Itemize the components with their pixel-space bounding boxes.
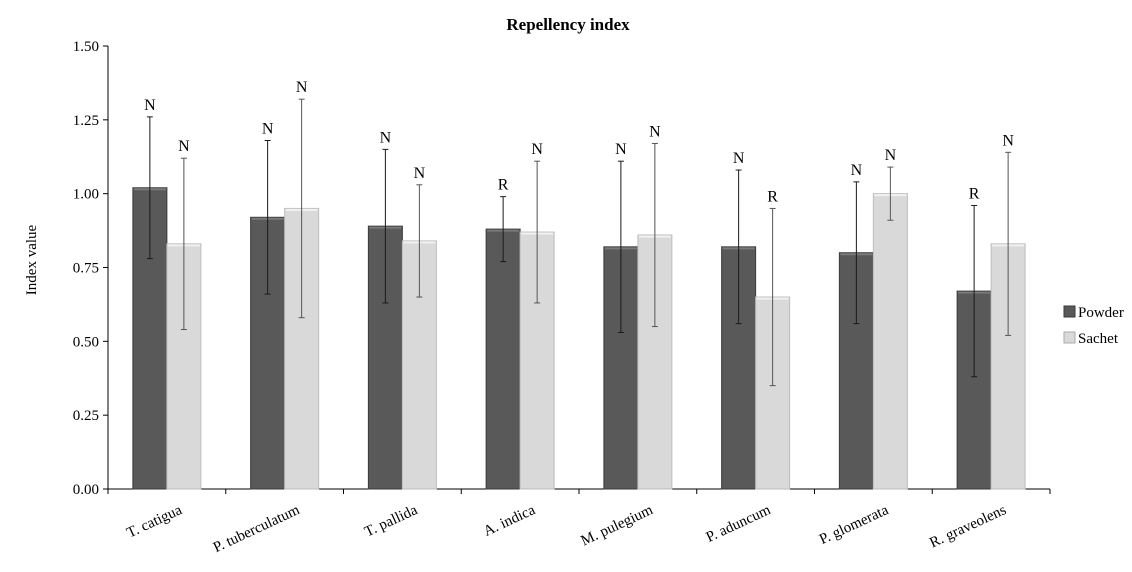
y-tick-label: 1.25 xyxy=(73,113,99,129)
y-tick-label: 0.50 xyxy=(73,334,99,350)
x-tick-label: T. catigua xyxy=(124,502,184,542)
y-tick-label: 0.25 xyxy=(73,408,99,424)
legend: Powder Sachet xyxy=(1063,305,1124,347)
legend-swatch-sachet xyxy=(1063,331,1076,344)
x-tick-label: A. indica xyxy=(481,502,538,540)
plot-area: 0.00 0.25 0.50 0.75 1.00 1.25 1.50 N N T. catigua… xyxy=(73,39,1051,556)
bar-powder xyxy=(250,216,286,490)
data-label: N xyxy=(885,147,897,164)
x-tick-label: T. pallida xyxy=(362,502,420,540)
data-label: N xyxy=(414,165,426,182)
data-label: N xyxy=(296,79,308,96)
y-axis-label: Index value xyxy=(24,224,40,295)
data-label: N xyxy=(615,141,627,158)
data-label: N xyxy=(380,129,392,146)
bar-sachet xyxy=(872,193,908,490)
legend-label-sachet: Sachet xyxy=(1078,331,1119,347)
y-tick-label: 1.50 xyxy=(73,39,99,55)
legend-swatch-powder xyxy=(1063,305,1076,318)
x-tick-label: P. aduncum xyxy=(704,502,774,546)
chart-title: Repellency index xyxy=(506,15,630,34)
x-tick-label: M. pulegium xyxy=(579,502,656,549)
data-label: R xyxy=(498,177,509,194)
legend-label-powder: Powder xyxy=(1078,305,1124,321)
y-tick-label: 1.00 xyxy=(73,187,99,203)
data-label: N xyxy=(1002,132,1014,149)
data-label: N xyxy=(649,123,661,140)
x-tick-label: R. graveolens xyxy=(927,502,1009,551)
data-label: N xyxy=(531,141,543,158)
data-label: N xyxy=(178,138,190,155)
x-tick-label: P. tuberculatum xyxy=(211,502,303,556)
data-label: N xyxy=(262,121,274,138)
data-label: N xyxy=(851,162,863,179)
data-label: R xyxy=(969,185,980,202)
data-label: R xyxy=(767,188,778,205)
y-tick-label: 0.75 xyxy=(73,261,99,277)
data-label: N xyxy=(733,150,745,167)
data-label: N xyxy=(144,97,156,114)
y-tick-label: 0.00 xyxy=(73,482,99,498)
bar-powder xyxy=(485,228,521,490)
x-tick-label: P. glomerata xyxy=(817,502,891,548)
